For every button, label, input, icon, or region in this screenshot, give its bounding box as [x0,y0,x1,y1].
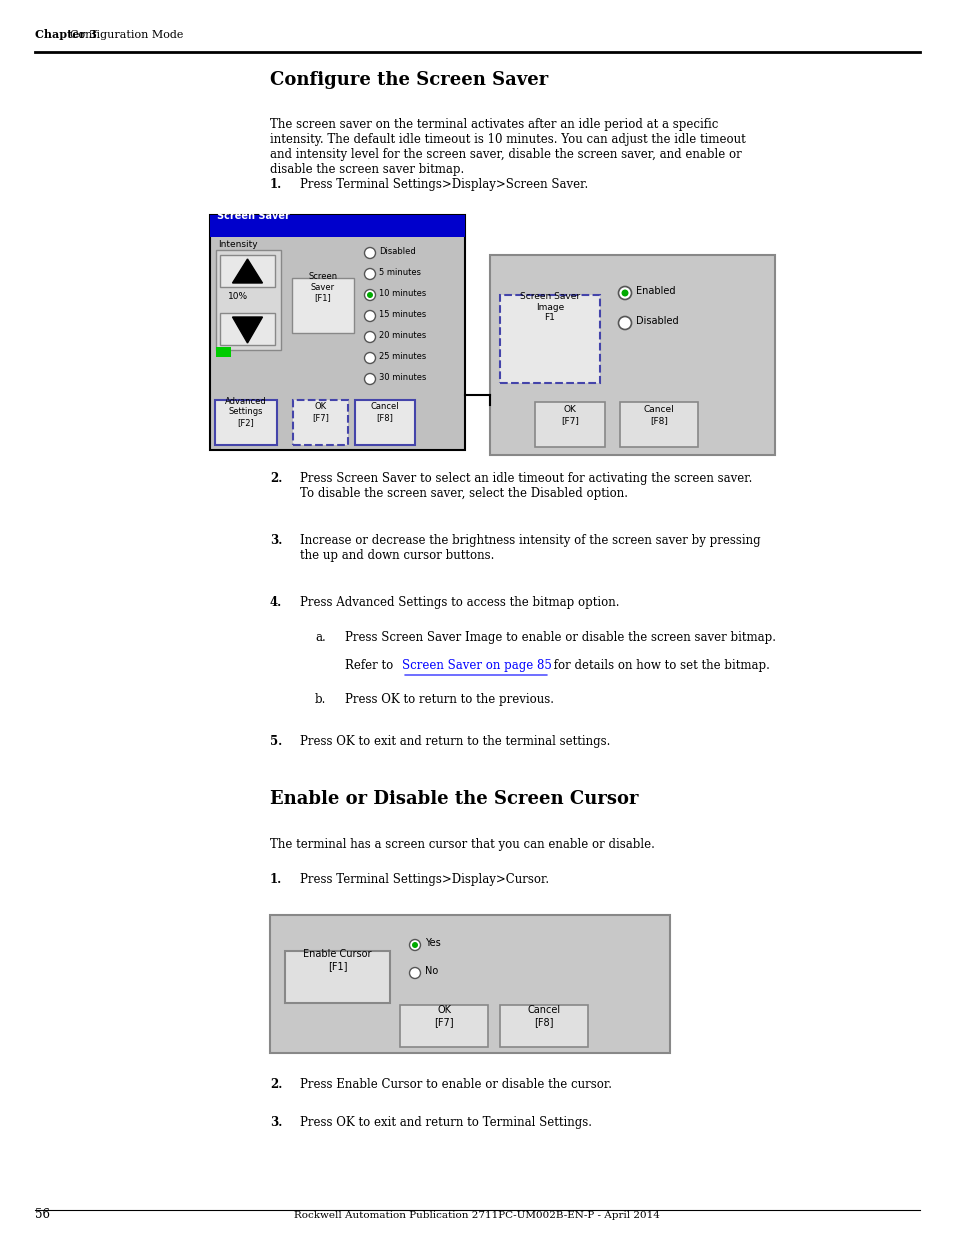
Text: Enable or Disable the Screen Cursor: Enable or Disable the Screen Cursor [270,790,638,808]
Text: The screen saver on the terminal activates after an idle period at a specific
in: The screen saver on the terminal activat… [270,119,745,177]
Text: Press OK to exit and return to the terminal settings.: Press OK to exit and return to the termi… [299,735,610,748]
Text: Enable Cursor
[F1]: Enable Cursor [F1] [303,950,372,971]
Bar [215,347,231,357]
Text: Press Advanced Settings to access the bitmap option.: Press Advanced Settings to access the bi… [299,597,618,609]
Text: Press OK to return to the previous.: Press OK to return to the previous. [345,693,554,706]
Bar [399,1005,488,1047]
Circle shape [618,316,631,330]
Text: 15 minutes: 15 minutes [378,310,426,319]
Text: 1.: 1. [270,873,282,885]
Text: Cancel
[F8]: Cancel [F8] [371,403,399,421]
Text: 3.: 3. [270,1116,282,1129]
Text: 1.: 1. [270,178,282,191]
Circle shape [364,331,375,342]
Circle shape [364,247,375,258]
Text: 5 minutes: 5 minutes [378,268,420,277]
FancyBboxPatch shape [270,915,669,1053]
Text: Configure the Screen Saver: Configure the Screen Saver [270,70,548,89]
Text: for details on how to set the bitmap.: for details on how to set the bitmap. [550,659,769,672]
Text: OK
[F7]: OK [F7] [312,403,329,421]
Bar [220,254,274,287]
Circle shape [364,373,375,384]
Text: 20 minutes: 20 minutes [378,331,426,340]
Text: Press Screen Saver to select an idle timeout for activating the screen saver.
To: Press Screen Saver to select an idle tim… [299,472,752,500]
Text: a.: a. [314,631,325,643]
Bar [499,1005,587,1047]
Circle shape [409,967,420,978]
Bar [619,403,698,447]
Polygon shape [233,317,262,343]
Circle shape [409,940,420,951]
Circle shape [364,289,375,300]
Text: OK
[F7]: OK [F7] [434,1005,454,1026]
Text: The terminal has a screen cursor that you can enable or disable.: The terminal has a screen cursor that yo… [270,839,654,851]
Circle shape [412,942,417,948]
Bar [215,249,281,350]
FancyBboxPatch shape [210,215,464,450]
Circle shape [364,310,375,321]
Bar [210,215,464,237]
Text: 25 minutes: 25 minutes [378,352,426,361]
Text: 56: 56 [35,1208,50,1221]
Text: b.: b. [314,693,326,706]
Circle shape [620,289,628,296]
Bar [499,295,599,383]
Bar [355,400,415,445]
Bar [220,312,274,345]
Text: Press Terminal Settings>Display>Screen Saver.: Press Terminal Settings>Display>Screen S… [299,178,588,191]
Text: Intensity: Intensity [218,240,257,249]
Bar [293,400,348,445]
Text: 2.: 2. [270,1078,282,1091]
Text: Screen Saver on page 85: Screen Saver on page 85 [401,659,551,672]
Polygon shape [233,259,262,283]
Text: Advanced
Settings
[F2]: Advanced Settings [F2] [225,398,267,427]
Text: Press Terminal Settings>Display>Cursor.: Press Terminal Settings>Display>Cursor. [299,873,549,885]
Bar [214,400,276,445]
Text: Enabled: Enabled [636,287,675,296]
Bar [292,278,354,333]
Text: Press OK to exit and return to Terminal Settings.: Press OK to exit and return to Terminal … [299,1116,592,1129]
Text: OK
[F7]: OK [F7] [560,405,578,425]
Text: Increase or decrease the brightness intensity of the screen saver by pressing
th: Increase or decrease the brightness inte… [299,534,760,562]
Text: Cancel
[F8]: Cancel [F8] [643,405,674,425]
FancyBboxPatch shape [490,254,774,454]
Text: 30 minutes: 30 minutes [378,373,426,382]
Text: Screen
Saver
[F1]: Screen Saver [F1] [308,272,337,301]
Text: 4.: 4. [270,597,282,609]
Text: Chapter 3: Chapter 3 [35,28,97,40]
Text: 10%: 10% [228,291,248,301]
Circle shape [367,291,373,298]
Circle shape [618,287,631,300]
Text: Refer to: Refer to [345,659,396,672]
Text: Yes: Yes [424,939,440,948]
Text: Press Screen Saver Image to enable or disable the screen saver bitmap.: Press Screen Saver Image to enable or di… [345,631,775,643]
Circle shape [364,268,375,279]
Bar [535,403,604,447]
Bar [285,951,390,1003]
Text: 2.: 2. [270,472,282,485]
Text: Rockwell Automation Publication 2711PC-UM002B-EN-P - April 2014: Rockwell Automation Publication 2711PC-U… [294,1212,659,1220]
Text: Press Enable Cursor to enable or disable the cursor.: Press Enable Cursor to enable or disable… [299,1078,612,1091]
Text: Cancel
[F8]: Cancel [F8] [527,1005,560,1026]
Text: 10 minutes: 10 minutes [378,289,426,298]
Text: Configuration Mode: Configuration Mode [35,30,183,40]
Text: Disabled: Disabled [378,247,416,256]
Circle shape [364,352,375,363]
Text: No: No [424,966,437,976]
Text: 5.: 5. [270,735,282,748]
Text: Screen Saver: Screen Saver [216,211,290,221]
Text: Disabled: Disabled [636,316,678,326]
Text: 3.: 3. [270,534,282,547]
Text: Screen Saver
Image
F1: Screen Saver Image F1 [519,293,579,322]
